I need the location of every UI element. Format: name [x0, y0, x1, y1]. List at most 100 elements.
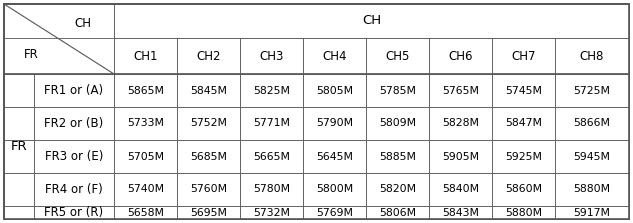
- Text: 5865M: 5865M: [127, 85, 164, 95]
- Text: 5760M: 5760M: [190, 184, 227, 194]
- Bar: [177, 173, 240, 206]
- Text: 5769M: 5769M: [316, 207, 353, 217]
- Bar: [492, 107, 555, 140]
- Bar: [429, 107, 492, 140]
- Bar: [114, 74, 177, 107]
- Bar: [4, 140, 34, 173]
- Text: 5840M: 5840M: [442, 184, 479, 194]
- Text: 5828M: 5828M: [442, 118, 479, 128]
- Bar: [114, 107, 177, 140]
- Bar: [114, 173, 177, 206]
- Text: 5745M: 5745M: [505, 85, 542, 95]
- Bar: [177, 74, 240, 107]
- Text: FR: FR: [24, 48, 39, 61]
- Text: 5860M: 5860M: [505, 184, 542, 194]
- Text: 5866M: 5866M: [573, 118, 610, 128]
- Bar: [555, 206, 629, 219]
- Bar: [303, 173, 366, 206]
- Text: CH6: CH6: [448, 50, 473, 62]
- Bar: [429, 173, 492, 206]
- Bar: [4, 173, 34, 206]
- Text: 5725M: 5725M: [573, 85, 610, 95]
- Text: 5705M: 5705M: [127, 151, 164, 161]
- Text: 5765M: 5765M: [442, 85, 479, 95]
- Text: 5805M: 5805M: [316, 85, 353, 95]
- Bar: [177, 107, 240, 140]
- Text: 5809M: 5809M: [379, 118, 416, 128]
- Bar: [555, 173, 629, 206]
- Text: CH8: CH8: [580, 50, 604, 62]
- Bar: [114, 140, 177, 173]
- Bar: [303, 107, 366, 140]
- Text: 5905M: 5905M: [442, 151, 479, 161]
- Text: 5771M: 5771M: [253, 118, 290, 128]
- Text: 5806M: 5806M: [379, 207, 416, 217]
- Bar: [303, 140, 366, 173]
- Bar: [114, 38, 177, 74]
- Bar: [492, 140, 555, 173]
- Bar: [34, 206, 114, 219]
- Text: FR3 or (E): FR3 or (E): [45, 150, 103, 163]
- Text: 5658M: 5658M: [127, 207, 164, 217]
- Text: FR1 or (A): FR1 or (A): [44, 84, 104, 97]
- Text: 5885M: 5885M: [379, 151, 416, 161]
- Text: 5880M: 5880M: [573, 184, 611, 194]
- Text: CH4: CH4: [322, 50, 347, 62]
- Text: CH: CH: [75, 17, 92, 30]
- Text: FR2 or (B): FR2 or (B): [44, 117, 104, 130]
- Bar: [240, 38, 303, 74]
- Bar: [366, 74, 429, 107]
- Text: 5780M: 5780M: [253, 184, 290, 194]
- Text: CH: CH: [362, 14, 381, 27]
- Text: 5752M: 5752M: [190, 118, 227, 128]
- Bar: [366, 38, 429, 74]
- Bar: [34, 107, 114, 140]
- Text: 5917M: 5917M: [573, 207, 610, 217]
- Bar: [240, 140, 303, 173]
- Bar: [240, 206, 303, 219]
- Text: 5880M: 5880M: [505, 207, 542, 217]
- Text: 5733M: 5733M: [127, 118, 164, 128]
- Bar: [492, 206, 555, 219]
- Bar: [303, 206, 366, 219]
- Text: CH2: CH2: [196, 50, 221, 62]
- Bar: [177, 206, 240, 219]
- Bar: [492, 74, 555, 107]
- Text: CH3: CH3: [260, 50, 284, 62]
- Bar: [240, 173, 303, 206]
- Bar: [114, 4, 629, 38]
- Bar: [34, 74, 114, 107]
- Bar: [492, 173, 555, 206]
- Text: 5685M: 5685M: [190, 151, 227, 161]
- Bar: [366, 140, 429, 173]
- Bar: [555, 140, 629, 173]
- Bar: [4, 74, 34, 107]
- Bar: [4, 206, 34, 219]
- Text: FR: FR: [11, 140, 27, 153]
- Bar: [303, 74, 366, 107]
- Bar: [177, 140, 240, 173]
- Text: 5790M: 5790M: [316, 118, 353, 128]
- Bar: [4, 107, 34, 140]
- Bar: [555, 74, 629, 107]
- Text: 5820M: 5820M: [379, 184, 416, 194]
- Text: CH5: CH5: [385, 50, 410, 62]
- Bar: [366, 173, 429, 206]
- Bar: [429, 206, 492, 219]
- Text: FR4 or (F): FR4 or (F): [45, 183, 103, 196]
- Text: 5825M: 5825M: [253, 85, 290, 95]
- Bar: [177, 38, 240, 74]
- Bar: [303, 38, 366, 74]
- Bar: [492, 38, 555, 74]
- Text: 5695M: 5695M: [190, 207, 227, 217]
- Text: 5740M: 5740M: [127, 184, 164, 194]
- Bar: [429, 74, 492, 107]
- Text: FR5 or (R): FR5 or (R): [44, 206, 104, 219]
- Bar: [114, 206, 177, 219]
- Text: 5732M: 5732M: [253, 207, 290, 217]
- Bar: [429, 38, 492, 74]
- Text: 5645M: 5645M: [316, 151, 353, 161]
- Text: 5945M: 5945M: [573, 151, 610, 161]
- Text: 5843M: 5843M: [442, 207, 479, 217]
- Text: 5847M: 5847M: [505, 118, 542, 128]
